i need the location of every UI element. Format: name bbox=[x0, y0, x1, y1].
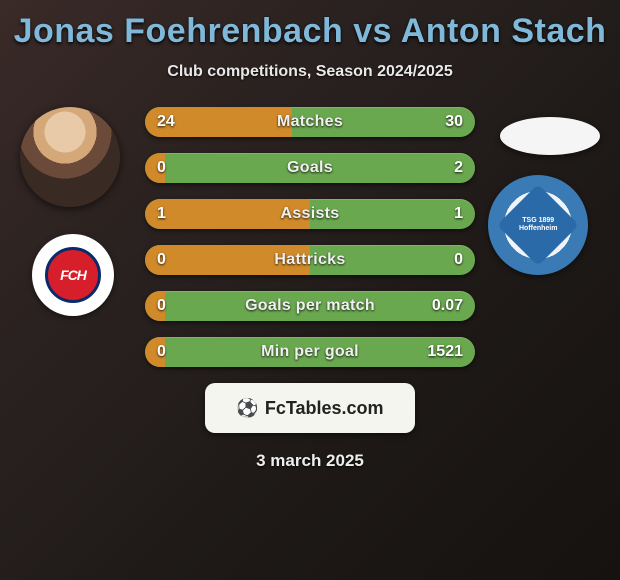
stat-value-right: 1521 bbox=[427, 337, 463, 367]
stat-label: Min per goal bbox=[145, 337, 475, 367]
club-right-logo: TSG 1899 Hoffenheim bbox=[488, 175, 588, 275]
stat-label: Goals per match bbox=[145, 291, 475, 321]
stat-row: 0Hattricks0 bbox=[145, 245, 475, 275]
club-left-text: FCH bbox=[60, 267, 86, 283]
stat-row: 1Assists1 bbox=[145, 199, 475, 229]
source-text: FcTables.com bbox=[265, 398, 384, 419]
club-left-logo: FCH bbox=[32, 234, 114, 316]
player-left-avatar bbox=[20, 107, 120, 207]
stat-label: Goals bbox=[145, 153, 475, 183]
stat-label: Assists bbox=[145, 199, 475, 229]
card-content: Jonas Foehrenbach vs Anton Stach Club co… bbox=[0, 0, 620, 580]
subtitle: Club competitions, Season 2024/2025 bbox=[10, 63, 610, 81]
stat-value-right: 1 bbox=[454, 199, 463, 229]
player-right-avatar bbox=[500, 117, 600, 155]
comparison-stage: FCH TSG 1899 Hoffenheim 24Matches300Goal… bbox=[10, 99, 610, 367]
stat-row: 0Goals per match0.07 bbox=[145, 291, 475, 321]
stat-value-right: 0.07 bbox=[432, 291, 463, 321]
club-right-text: TSG 1899 Hoffenheim bbox=[509, 217, 567, 232]
stat-value-right: 30 bbox=[445, 107, 463, 137]
source-badge: ⚽ FcTables.com bbox=[205, 383, 415, 433]
stat-label: Hattricks bbox=[145, 245, 475, 275]
date-label: 3 march 2025 bbox=[10, 451, 610, 471]
comparison-card: Jonas Foehrenbach vs Anton Stach Club co… bbox=[0, 0, 620, 580]
ball-icon: ⚽ bbox=[236, 398, 258, 419]
stat-label: Matches bbox=[145, 107, 475, 137]
stat-value-right: 2 bbox=[454, 153, 463, 183]
page-title: Jonas Foehrenbach vs Anton Stach bbox=[10, 12, 610, 51]
stat-row: 0Goals2 bbox=[145, 153, 475, 183]
stat-value-right: 0 bbox=[454, 245, 463, 275]
club-left-badge: FCH bbox=[45, 247, 101, 303]
stat-row: 24Matches30 bbox=[145, 107, 475, 137]
stat-bars: 24Matches300Goals21Assists10Hattricks00G… bbox=[145, 99, 475, 367]
stat-row: 0Min per goal1521 bbox=[145, 337, 475, 367]
club-right-badge: TSG 1899 Hoffenheim bbox=[497, 184, 579, 266]
